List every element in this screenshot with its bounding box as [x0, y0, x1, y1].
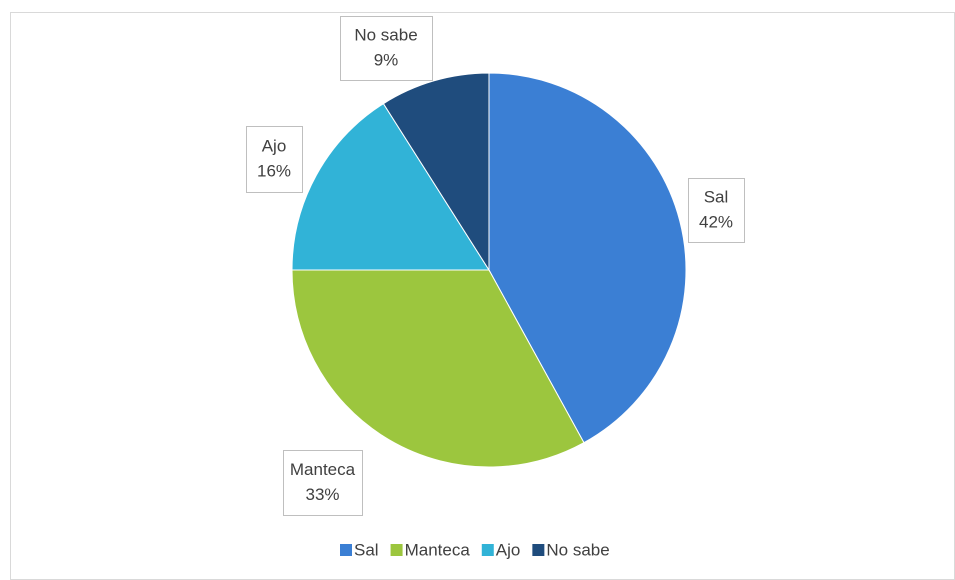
legend-swatch	[532, 544, 545, 556]
pie-slice	[291, 269, 585, 468]
data-labels: Sal 42% Manteca 33% Ajo 16% No sabe 9%	[246, 16, 745, 516]
legend-swatch	[340, 544, 352, 556]
legend-label: Sal	[354, 540, 379, 559]
data-label-name: Ajo	[262, 136, 287, 155]
data-label-value: 16%	[257, 161, 291, 180]
legend-label: Manteca	[405, 540, 471, 559]
data-label-name: Sal	[704, 187, 729, 206]
pie-slice	[382, 72, 490, 272]
label-box	[688, 178, 745, 243]
data-label-name: Manteca	[290, 460, 356, 479]
pie-slice	[291, 102, 490, 271]
legend: Sal Manteca Ajo No sabe	[340, 540, 610, 559]
data-label-name: No sabe	[354, 25, 417, 44]
label-box	[340, 16, 433, 81]
label-box	[283, 450, 363, 516]
pie-slice	[488, 72, 687, 444]
data-label-value: 33%	[305, 485, 339, 504]
data-label-value: 42%	[699, 212, 733, 231]
legend-swatch	[481, 544, 494, 556]
pie	[291, 72, 687, 468]
legend-label: Ajo	[496, 540, 521, 559]
data-label-value: 9%	[374, 50, 399, 69]
legend-swatch	[390, 544, 403, 556]
legend-label: No sabe	[546, 540, 609, 559]
label-box	[246, 126, 303, 193]
